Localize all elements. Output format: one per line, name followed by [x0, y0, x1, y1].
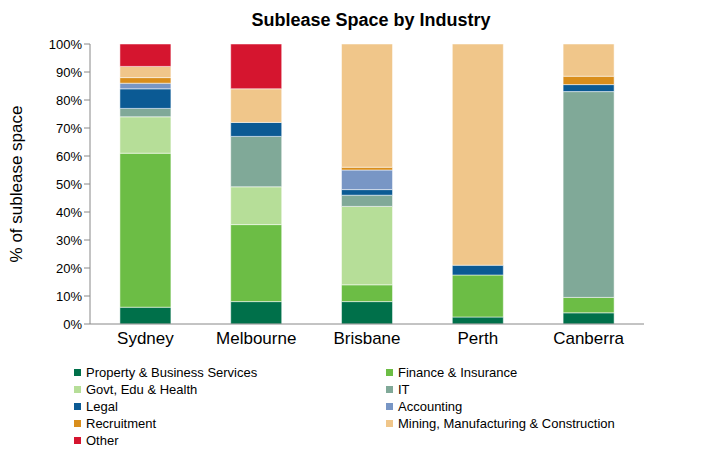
html-text:Other: Other: [86, 432, 119, 448]
svg-text:100%: 100%: [49, 38, 83, 52]
html-text:Mining, Manufacturing & Constr: Mining, Manufacturing & Construction: [398, 415, 615, 431]
html-text:Property & Business Services: Property & Business Services: [86, 364, 258, 380]
html-text:Finance & Insurance: Finance & Insurance: [398, 364, 518, 380]
svg-text:Canberra: Canberra: [553, 329, 624, 348]
svg-text:Brisbane: Brisbane: [333, 329, 400, 348]
svg-text:Perth: Perth: [457, 329, 498, 348]
html-text:IT: IT: [398, 381, 410, 397]
svg-text:90%: 90%: [56, 65, 82, 80]
svg-text:10%: 10%: [56, 289, 82, 304]
html-text:Govt, Edu & Health: Govt, Edu & Health: [86, 381, 198, 397]
svg-text:20%: 20%: [56, 261, 82, 276]
svg-text:% of sublease space: % of sublease space: [8, 106, 26, 263]
svg-text:Sydney: Sydney: [117, 329, 174, 348]
html-text:Recruitment: Recruitment: [86, 415, 157, 431]
svg-text:60%: 60%: [56, 149, 82, 164]
svg-text:80%: 80%: [56, 93, 82, 108]
svg-text:70%: 70%: [56, 121, 82, 136]
html-text:Legal: Legal: [86, 398, 118, 414]
svg-text:0%: 0%: [63, 317, 82, 332]
svg-text:40%: 40%: [56, 205, 82, 220]
svg-text:30%: 30%: [56, 233, 82, 248]
html-text:Accounting: Accounting: [398, 398, 463, 414]
svg-text:50%: 50%: [56, 177, 82, 192]
svg-text:Melbourne: Melbourne: [216, 329, 296, 348]
html-text:Sublease Space by Industry: Sublease Space by Industry: [251, 10, 491, 30]
